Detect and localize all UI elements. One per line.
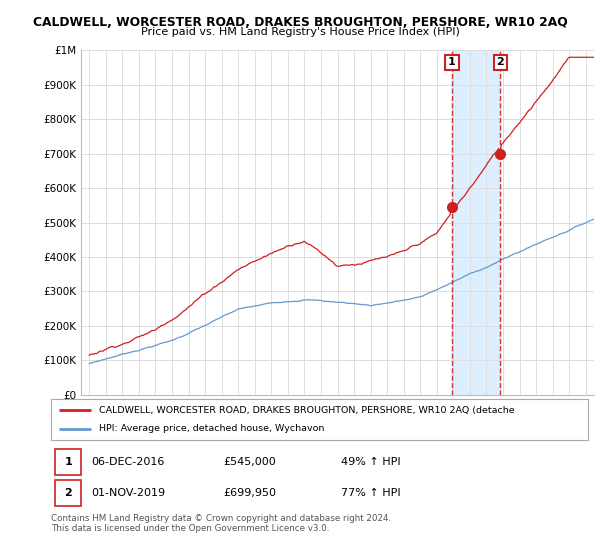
Text: 49% ↑ HPI: 49% ↑ HPI [341, 457, 401, 467]
Text: Price paid vs. HM Land Registry's House Price Index (HPI): Price paid vs. HM Land Registry's House … [140, 27, 460, 37]
Bar [452, 50, 500, 395]
Text: 1: 1 [448, 58, 456, 67]
Text: 2: 2 [496, 58, 504, 67]
Text: 77% ↑ HPI: 77% ↑ HPI [341, 488, 401, 498]
Text: CALDWELL, WORCESTER ROAD, DRAKES BROUGHTON, PERSHORE, WR10 2AQ: CALDWELL, WORCESTER ROAD, DRAKES BROUGHT… [32, 16, 568, 29]
Text: 06-DEC-2016: 06-DEC-2016 [91, 457, 164, 467]
Text: Contains HM Land Registry data © Crown copyright and database right 2024.
This d: Contains HM Land Registry data © Crown c… [51, 514, 391, 533]
FancyBboxPatch shape [55, 480, 81, 506]
Text: 2: 2 [64, 488, 72, 498]
FancyBboxPatch shape [51, 399, 588, 440]
Text: 01-NOV-2019: 01-NOV-2019 [91, 488, 166, 498]
Text: HPI: Average price, detached house, Wychavon: HPI: Average price, detached house, Wych… [100, 424, 325, 433]
Text: CALDWELL, WORCESTER ROAD, DRAKES BROUGHTON, PERSHORE, WR10 2AQ (detache: CALDWELL, WORCESTER ROAD, DRAKES BROUGHT… [100, 405, 515, 414]
Text: £545,000: £545,000 [223, 457, 275, 467]
Text: £699,950: £699,950 [223, 488, 276, 498]
FancyBboxPatch shape [55, 449, 81, 475]
Text: 1: 1 [64, 457, 72, 467]
